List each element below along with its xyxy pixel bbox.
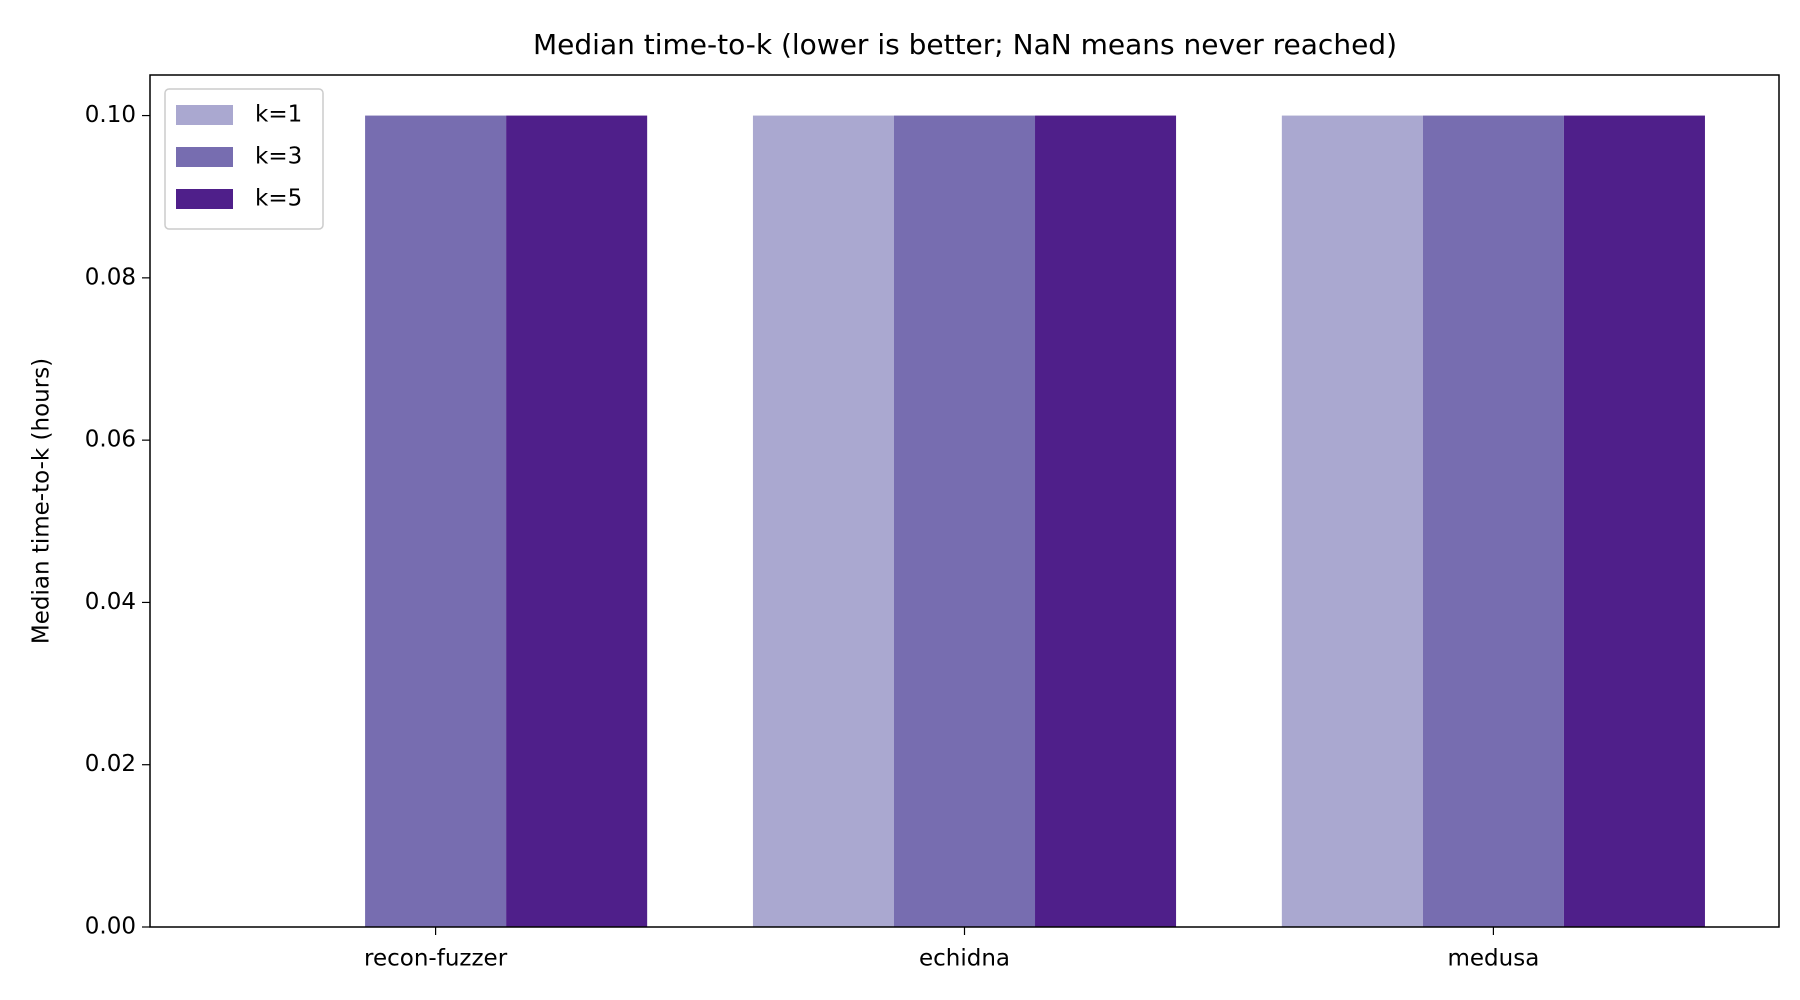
y-tick-label: 0.00 (85, 914, 136, 940)
legend-label: k=3 (255, 144, 302, 170)
plot-frame (149, 74, 1780, 928)
legend-swatch (176, 105, 233, 125)
x-tick-label: medusa (1447, 946, 1539, 972)
y-axis-label: Median time-to-k (hours) (29, 358, 55, 644)
chart-title: Median time-to-k (lower is better; NaN m… (533, 28, 1397, 61)
bar (1281, 115, 1423, 928)
y-tick-label: 0.10 (85, 102, 136, 128)
legend-label: k=5 (255, 186, 302, 212)
legend-label: k=1 (255, 102, 302, 128)
bar (893, 115, 1036, 928)
x-tick-label: echidna (919, 946, 1010, 972)
bar (752, 115, 894, 928)
y-tick-label: 0.04 (85, 589, 136, 615)
bar (1422, 115, 1564, 928)
y-tick-label: 0.06 (85, 427, 136, 453)
x-tick-label: recon-fuzzer (364, 946, 508, 972)
bar (1563, 115, 1705, 928)
bar (365, 115, 507, 928)
y-tick-label: 0.08 (85, 264, 136, 290)
legend-swatch (176, 147, 233, 167)
y-tick-label: 0.02 (85, 751, 136, 777)
bar (506, 115, 648, 928)
legend-swatch (176, 189, 233, 209)
bar (1035, 115, 1177, 928)
